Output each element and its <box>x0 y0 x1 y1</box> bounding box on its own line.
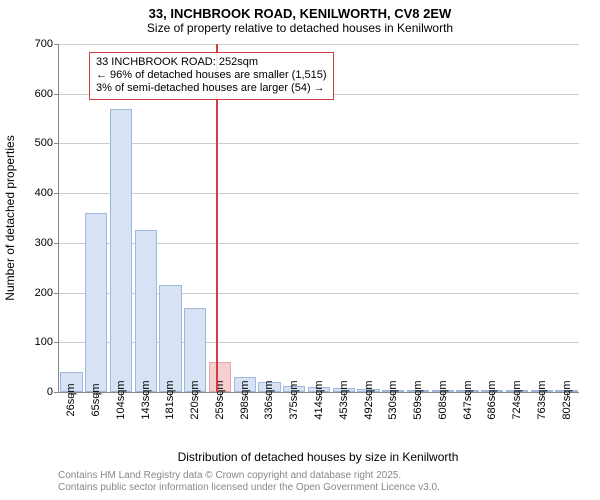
histogram-bar <box>159 285 181 392</box>
x-tick-label: 336sqm <box>263 380 275 419</box>
x-tick-label: 492sqm <box>363 380 375 419</box>
grid-line <box>59 44 579 45</box>
chart-container: 33, INCHBROOK ROAD, KENILWORTH, CV8 2EW … <box>0 0 600 500</box>
x-tick-label: 65sqm <box>90 383 102 416</box>
x-tick-label: 686sqm <box>486 380 498 419</box>
x-tick-label: 608sqm <box>437 380 449 419</box>
histogram-bar <box>184 308 206 393</box>
histogram-bar <box>135 230 157 392</box>
x-tick-label: 375sqm <box>288 380 300 419</box>
x-tick-label: 104sqm <box>115 380 127 419</box>
annotation-line: 3% of semi-detached houses are larger (5… <box>96 82 327 95</box>
chart-title: 33, INCHBROOK ROAD, KENILWORTH, CV8 2EW <box>0 0 600 21</box>
y-tick-label: 100 <box>35 336 59 348</box>
grid-line <box>59 193 579 194</box>
y-axis-label: Number of detached properties <box>3 135 17 300</box>
y-tick-label: 300 <box>35 237 59 249</box>
x-tick-label: 143sqm <box>140 380 152 419</box>
histogram-bar <box>85 213 107 392</box>
grid-line <box>59 143 579 144</box>
x-tick-label: 763sqm <box>536 380 548 419</box>
chart-subtitle: Size of property relative to detached ho… <box>0 21 600 39</box>
x-tick-label: 647sqm <box>462 380 474 419</box>
x-tick-label: 453sqm <box>338 380 350 419</box>
footer-line-1: Contains HM Land Registry data © Crown c… <box>58 470 440 482</box>
x-tick-label: 298sqm <box>239 380 251 419</box>
plot-area: 010020030040050060070026sqm65sqm104sqm14… <box>58 44 579 393</box>
x-tick-label: 530sqm <box>387 380 399 419</box>
x-tick-label: 724sqm <box>511 380 523 419</box>
histogram-bar <box>110 109 132 392</box>
y-tick-label: 400 <box>35 187 59 199</box>
x-tick-label: 181sqm <box>164 380 176 419</box>
y-tick-label: 500 <box>35 137 59 149</box>
x-tick-label: 220sqm <box>189 380 201 419</box>
x-tick-label: 414sqm <box>313 380 325 419</box>
y-tick-label: 200 <box>35 287 59 299</box>
annotation-line: ← 96% of detached houses are smaller (1,… <box>96 69 327 82</box>
y-tick-label: 600 <box>35 88 59 100</box>
y-tick-label: 0 <box>47 386 59 398</box>
footer-attribution: Contains HM Land Registry data © Crown c… <box>58 470 440 494</box>
y-tick-label: 700 <box>35 38 59 50</box>
annotation-box: 33 INCHBROOK ROAD: 252sqm← 96% of detach… <box>89 52 334 100</box>
annotation-line: 33 INCHBROOK ROAD: 252sqm <box>96 56 327 69</box>
x-tick-label: 802sqm <box>561 380 573 419</box>
footer-line-2: Contains public sector information licen… <box>58 482 440 494</box>
x-tick-label: 26sqm <box>65 383 77 416</box>
x-axis-label: Distribution of detached houses by size … <box>58 450 578 464</box>
x-tick-label: 569sqm <box>412 380 424 419</box>
